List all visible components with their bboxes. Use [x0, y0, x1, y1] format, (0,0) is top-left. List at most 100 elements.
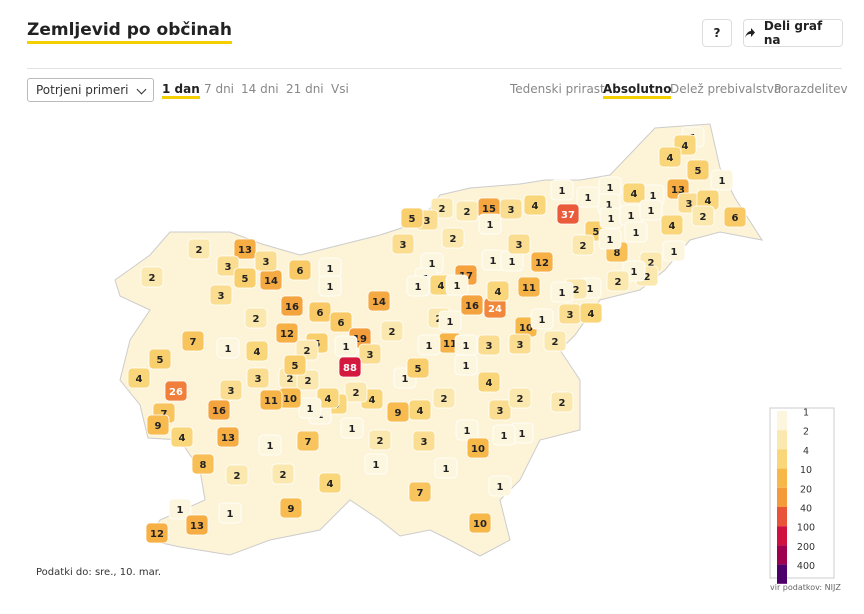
municipality-label: 15: [482, 204, 496, 215]
municipality: [530, 251, 554, 273]
share-button[interactable]: Deli graf na: [743, 19, 843, 47]
municipality: [455, 419, 479, 441]
period-tab[interactable]: 7 dni: [204, 82, 235, 96]
municipality-label: 1: [463, 361, 470, 372]
municipality: [164, 380, 188, 402]
municipality-label: 4: [254, 347, 261, 358]
legend-tick-label: 40: [800, 504, 812, 515]
municipality-label: 7: [161, 409, 168, 420]
mode-tab[interactable]: Delež prebivalstva: [670, 82, 782, 96]
mode-tab[interactable]: Absolutno: [603, 82, 672, 99]
municipality-label: 1: [585, 193, 592, 204]
metric-select[interactable]: Potrjeni primeri: [27, 78, 154, 102]
municipality-label: 6: [297, 266, 304, 277]
municipality-label: 12: [280, 329, 294, 340]
municipality: [181, 330, 205, 352]
municipality: [358, 343, 382, 365]
legend-swatch: [777, 564, 787, 584]
municipality-label: 12: [150, 529, 164, 540]
municipality-label: 2: [305, 376, 312, 387]
municipality-label: 2: [253, 314, 260, 325]
municipality: [598, 228, 622, 250]
municipality-label: 1: [509, 257, 516, 268]
municipality-label: 3: [486, 341, 493, 352]
municipality-label: 2: [389, 327, 396, 338]
municipality-label: 1: [402, 374, 409, 385]
municipality: [660, 214, 684, 236]
municipality: [209, 284, 233, 306]
municipality-label: 3: [400, 240, 407, 251]
municipality-label: 2: [580, 241, 587, 252]
municipality: [417, 334, 441, 356]
municipality-label: 1: [559, 288, 566, 299]
municipality-label: 1: [463, 341, 470, 352]
municipality: [488, 399, 512, 421]
legend-tick-label: 2: [803, 427, 809, 438]
municipality: [508, 333, 532, 355]
municipality: [146, 414, 170, 436]
legend-tick-label: 20: [800, 484, 812, 495]
municipality: [723, 206, 747, 228]
municipality-label: 4: [588, 309, 595, 320]
municipality-label: 1: [650, 191, 657, 202]
municipality-label: 2: [149, 273, 156, 284]
help-button[interactable]: ?: [702, 19, 732, 47]
municipality-label: 2: [450, 234, 457, 245]
municipality-label: 10: [519, 323, 533, 334]
legend-swatch: [777, 487, 787, 507]
municipality-label: 2: [552, 337, 559, 348]
municipality: [296, 430, 320, 452]
municipality-label: 4: [669, 221, 676, 232]
municipality: [148, 348, 172, 370]
municipality-label: 10: [473, 519, 487, 530]
municipality: [507, 233, 531, 255]
municipality: [543, 330, 567, 352]
municipality: [254, 250, 278, 272]
municipality: [408, 481, 432, 503]
municipality-label: 1: [497, 482, 504, 493]
municipality-label: 4: [417, 406, 424, 417]
municipality-label: 3: [218, 291, 225, 302]
municipality-label: 1: [607, 235, 614, 246]
municipality-label: 13: [221, 433, 235, 444]
mode-tab[interactable]: Porazdelitev: [774, 82, 848, 96]
municipality: [658, 146, 682, 168]
municipality-label: 11: [522, 283, 536, 294]
municipality-label: 2: [559, 398, 566, 409]
municipality-label: 3: [225, 262, 232, 273]
municipality: [344, 381, 368, 403]
municipality: [170, 426, 194, 448]
municipality: [441, 227, 465, 249]
municipality: [639, 199, 663, 221]
share-icon: [745, 28, 755, 38]
period-tab[interactable]: 1 dan: [162, 82, 200, 99]
municipality-label: 4: [486, 378, 493, 389]
municipality: [187, 238, 211, 260]
period-tab[interactable]: Vsi: [331, 82, 349, 96]
municipality-label: 11: [264, 396, 278, 407]
legend-tick-label: 10: [800, 465, 812, 476]
municipality-label: 4: [532, 201, 539, 212]
municipality-label: 5: [593, 227, 600, 238]
municipality: [523, 194, 547, 216]
municipality: [466, 437, 490, 459]
municipality-label: 10: [471, 444, 485, 455]
municipality: [334, 335, 358, 357]
municipality-label: 3: [567, 310, 574, 321]
municipality: [340, 417, 364, 439]
period-tab[interactable]: 21 dni: [286, 82, 324, 96]
municipality-label: 16: [285, 302, 299, 313]
municipality-label: 3: [255, 374, 262, 385]
municipality-label: 3: [508, 205, 515, 216]
municipality: [219, 379, 243, 401]
municipality-label: 8: [614, 248, 621, 259]
period-tab[interactable]: 14 dni: [241, 82, 279, 96]
municipality-label: 11: [443, 339, 457, 350]
municipality: [216, 426, 240, 448]
mode-tab[interactable]: Tedenski prirast: [510, 82, 605, 96]
municipality-label: 19: [353, 334, 367, 345]
municipality: [168, 498, 192, 520]
municipality-label: 1: [607, 183, 614, 194]
municipality: [207, 399, 231, 421]
municipality-label: 5: [242, 274, 249, 285]
